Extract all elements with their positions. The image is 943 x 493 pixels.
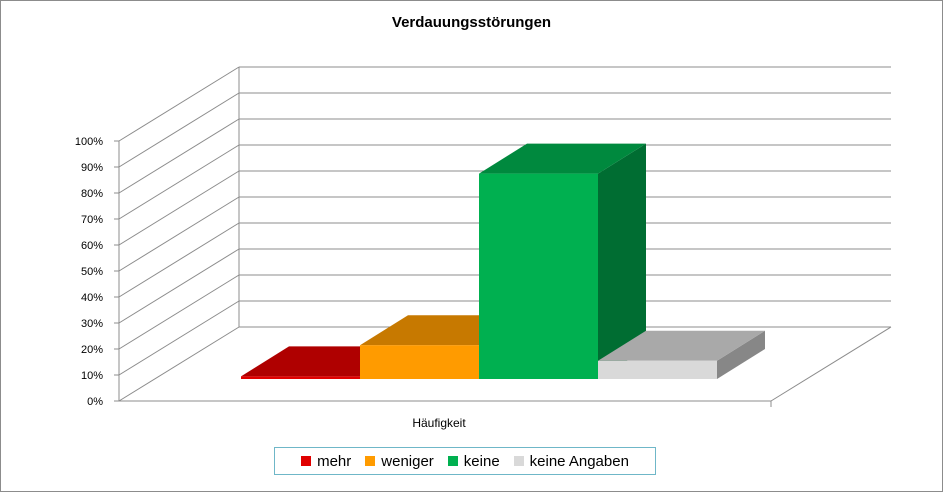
legend-item: mehr bbox=[301, 453, 351, 470]
y-axis-ticks: 0% 10% 20% 30% 40% 50% 60% 70% 80% 90% 100% bbox=[75, 136, 103, 408]
grid-layer bbox=[114, 66, 892, 407]
y-tick-label: 0% bbox=[87, 396, 103, 408]
legend: mehr weniger keine keine Angaben bbox=[274, 447, 656, 475]
y-tick-label: 60% bbox=[81, 240, 103, 252]
bar-front bbox=[241, 376, 360, 379]
y-tick-label: 90% bbox=[81, 162, 103, 174]
gridline-side bbox=[118, 196, 240, 272]
y-tick-label: 10% bbox=[81, 370, 103, 382]
bar-front bbox=[360, 345, 479, 379]
gridline-side bbox=[118, 300, 240, 376]
legend-label: mehr bbox=[317, 452, 352, 470]
y-tick-label: 30% bbox=[81, 318, 103, 330]
bar-top bbox=[598, 330, 765, 361]
y-tick-label: 50% bbox=[81, 266, 103, 278]
legend-item: keine bbox=[447, 452, 500, 470]
y-tick-label: 20% bbox=[81, 344, 103, 356]
gridline-side bbox=[118, 118, 240, 194]
bars-layer bbox=[241, 143, 765, 379]
gridline-side bbox=[118, 170, 240, 246]
bar-top bbox=[479, 143, 646, 174]
legend-swatch bbox=[513, 456, 524, 466]
legend-item: weniger bbox=[365, 453, 434, 470]
legend-label: keine bbox=[463, 452, 500, 470]
bar-side bbox=[717, 330, 765, 379]
bar-front bbox=[479, 173, 598, 379]
bar-side bbox=[598, 143, 646, 379]
y-tick-label: 40% bbox=[81, 292, 103, 304]
y-tick-label: 70% bbox=[81, 214, 103, 226]
y-tick-label: 80% bbox=[81, 188, 103, 200]
legend-swatch bbox=[301, 456, 312, 466]
category-label: Häufigkeit bbox=[412, 416, 466, 430]
legend-swatch bbox=[365, 456, 376, 466]
gridline-side bbox=[118, 92, 240, 168]
legend-item: keine Angaben bbox=[513, 452, 629, 470]
bar-keine bbox=[479, 143, 646, 379]
floor-right-edge bbox=[770, 326, 892, 402]
bar-front bbox=[598, 360, 717, 379]
y-tick-label: 100% bbox=[75, 136, 103, 148]
gridline-side bbox=[118, 144, 240, 220]
gridline-side bbox=[118, 66, 240, 142]
chart-title: Verdauungsstörungen bbox=[391, 14, 552, 31]
legend-swatch bbox=[447, 456, 458, 466]
gridline-side bbox=[118, 248, 240, 324]
legend-label: keine Angaben bbox=[529, 452, 629, 470]
gridline-side bbox=[118, 222, 240, 298]
legend-label: weniger bbox=[381, 452, 434, 470]
bar-keine-angaben bbox=[598, 330, 765, 379]
gridline-side bbox=[118, 326, 240, 402]
gridline-side bbox=[118, 274, 240, 350]
